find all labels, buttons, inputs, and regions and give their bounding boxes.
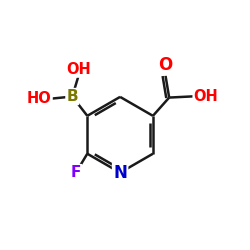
Text: OH: OH — [194, 89, 218, 104]
Text: N: N — [113, 164, 127, 182]
Text: F: F — [71, 165, 81, 180]
Text: B: B — [66, 89, 78, 104]
Text: O: O — [158, 56, 172, 74]
Text: HO: HO — [27, 91, 52, 106]
Text: OH: OH — [66, 62, 91, 77]
